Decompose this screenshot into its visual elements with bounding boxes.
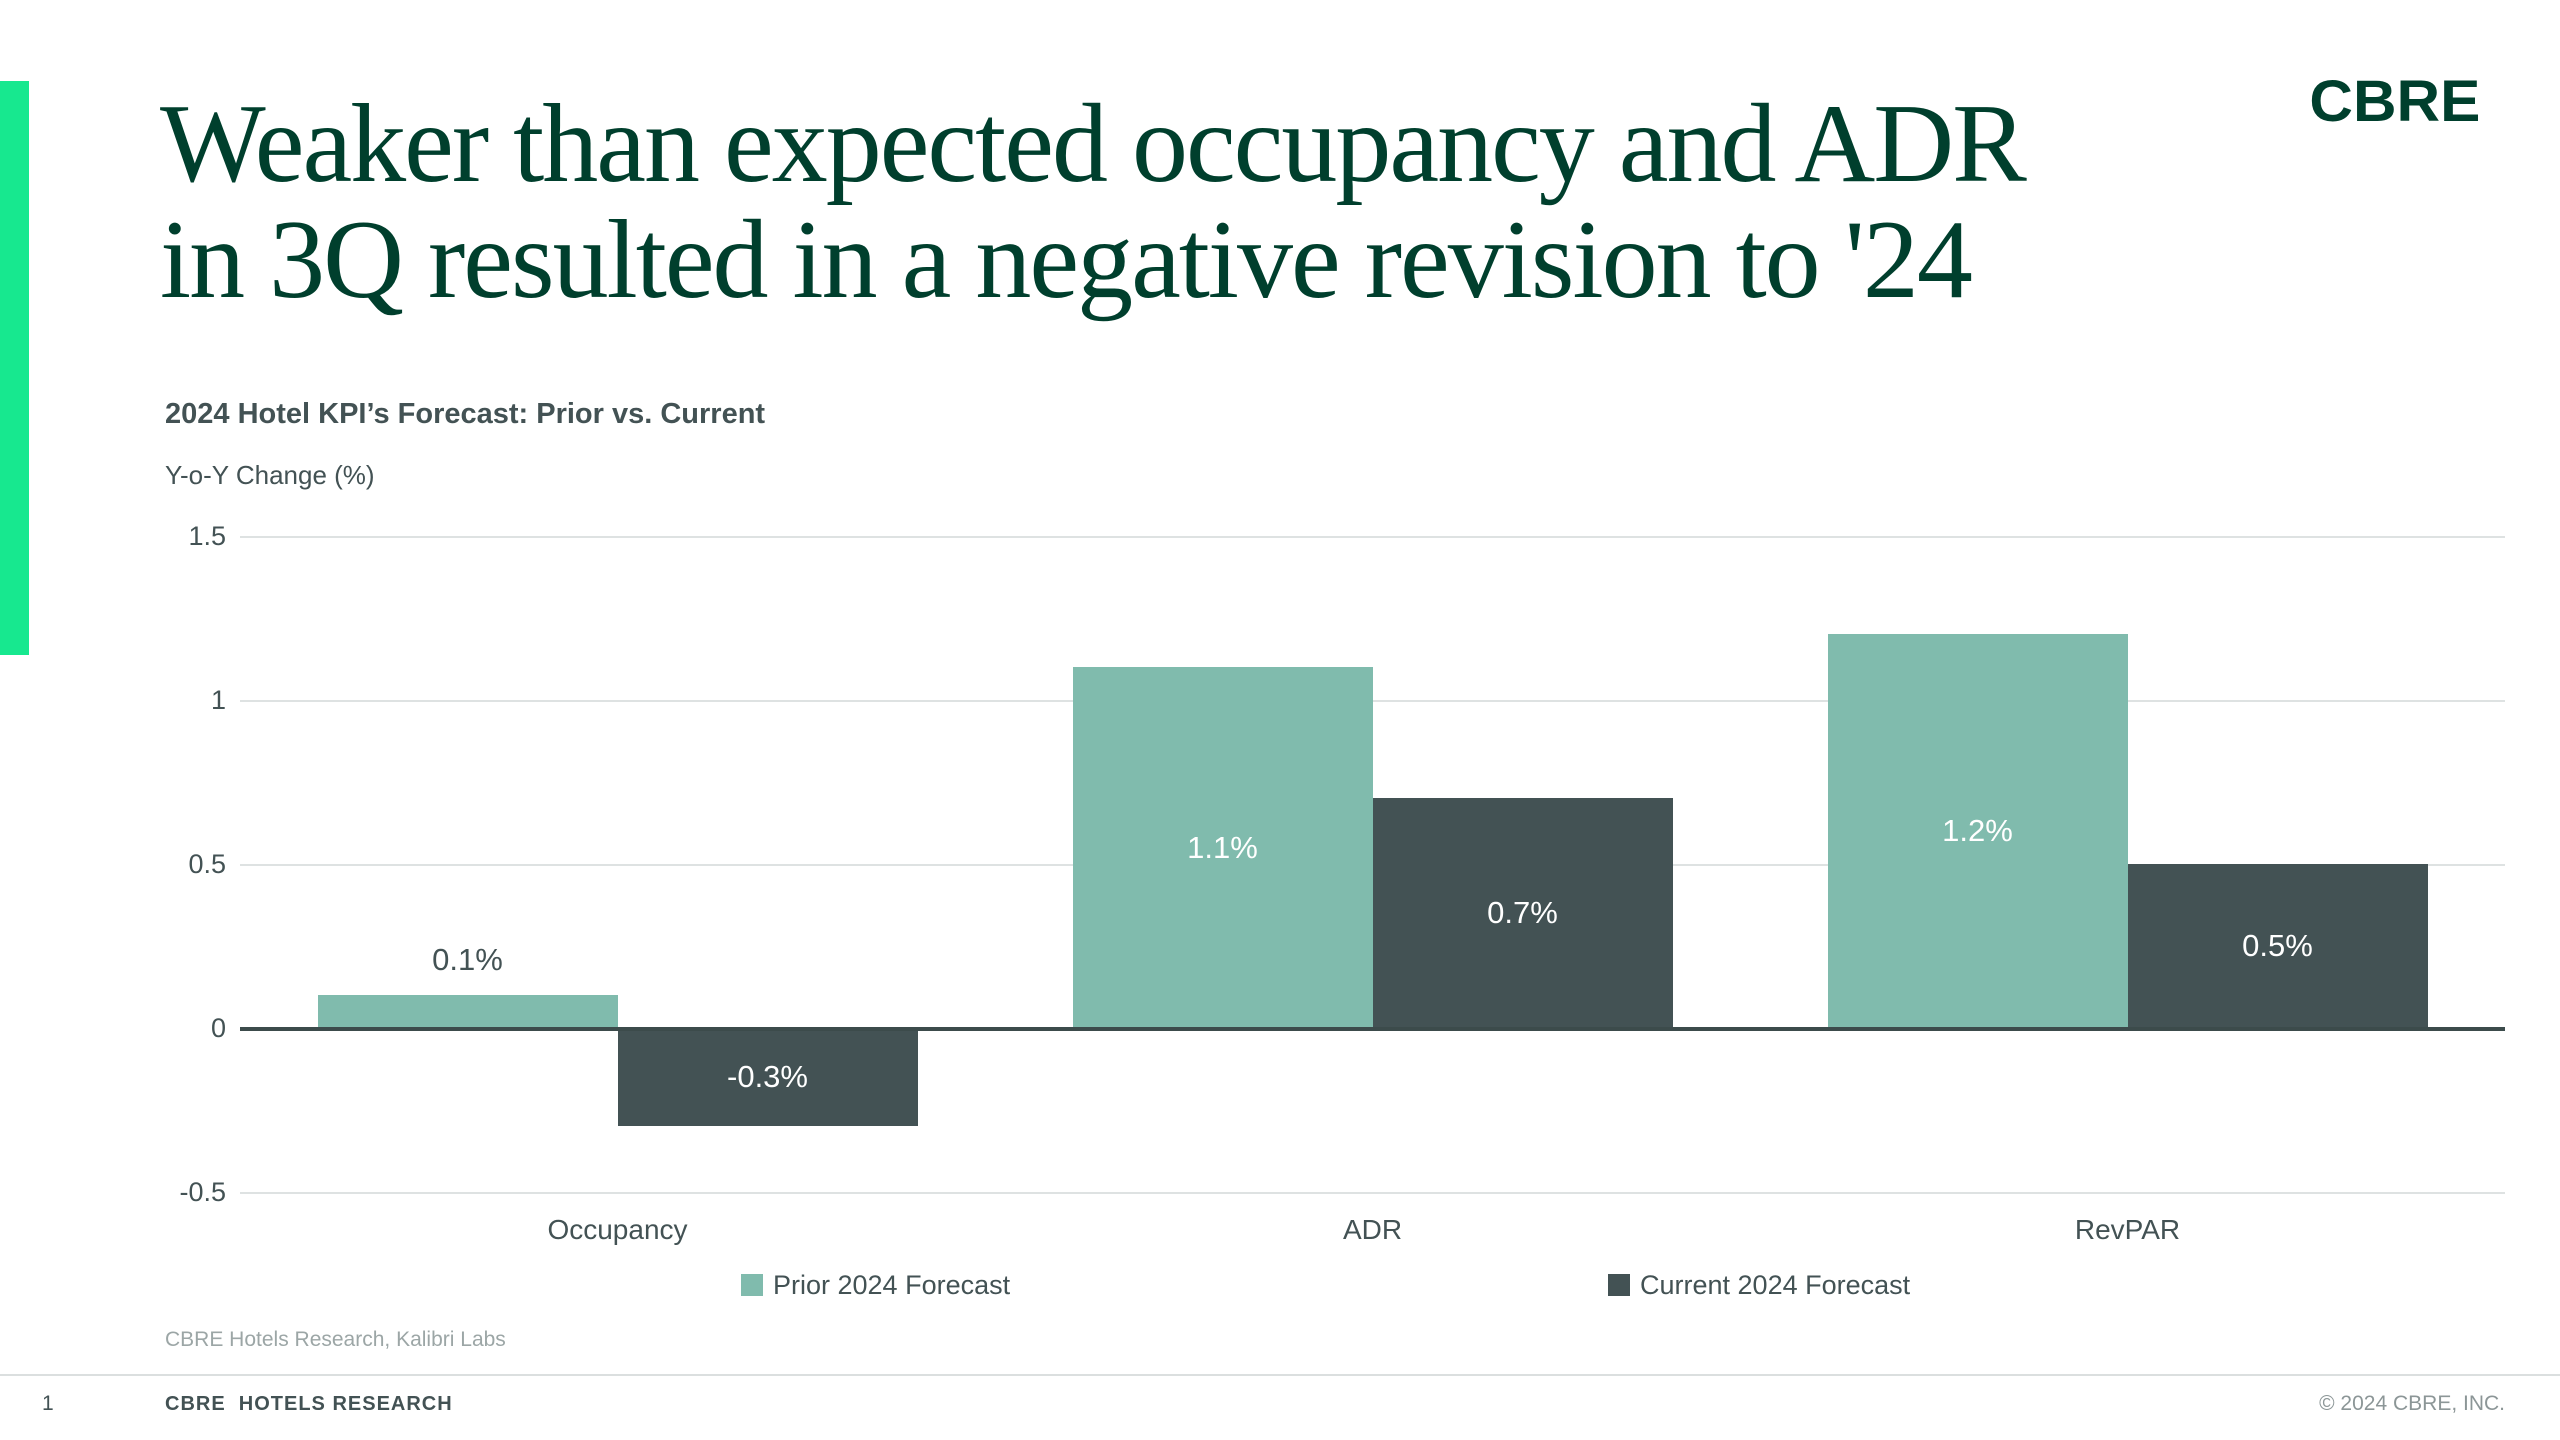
gridline [240, 1192, 2505, 1194]
legend-label: Prior 2024 Forecast [773, 1269, 1011, 1300]
y-tick-label: 0.5 [188, 849, 226, 879]
legend-label: Current 2024 Forecast [1640, 1269, 1911, 1300]
cbre-logo: CBRE [2309, 69, 2480, 134]
source-note: CBRE Hotels Research, Kalibri Labs [165, 1328, 506, 1351]
bar-current-2024-forecast-revpar [2127, 864, 2428, 1028]
y-tick-label: 0 [210, 1013, 226, 1043]
legend: Prior 2024 Forecast Current 2024 Forecast [0, 1264, 2560, 1306]
bar-current-2024-forecast-occupancy [617, 1028, 918, 1127]
bar-prior-2024-forecast-occupancy [317, 995, 618, 1028]
bar-value-label: 0.5% [2242, 928, 2313, 963]
page-number: 1 [42, 1392, 54, 1415]
bar-value-label: 0.1% [432, 942, 503, 978]
bar-prior-2024-forecast-revpar [1827, 634, 2128, 1028]
category-label-adr: ADR [1342, 1214, 1403, 1245]
y-axis: 1.5 1 0.5 0 -0.5 [0, 521, 226, 1207]
bar-value-label: 0.7% [1487, 895, 1558, 931]
legend-item-current-2024-forecast: Current 2024 Forecast [1608, 1264, 1910, 1306]
slide-title: Weaker than expected occupancy and ADR i… [160, 82, 2027, 323]
gridline [240, 700, 2505, 702]
copyright: © 2024 CBRE, INC. [2319, 1392, 2505, 1415]
category-label-occupancy: Occupancy [547, 1214, 688, 1245]
footer-brand: CBRE HOTELS RESEARCH [165, 1393, 453, 1415]
legend-swatch-icon [741, 1274, 763, 1296]
accent-bar [0, 81, 29, 655]
title-line-1: Weaker than expected occupancy and ADR [160, 82, 2027, 206]
legend-item-prior-2024-forecast: Prior 2024 Forecast [741, 1264, 1010, 1306]
title-line-2: in 3Q resulted in a negative revision to… [160, 198, 1973, 323]
y-tick-label: 1.5 [188, 521, 226, 551]
bar-value-label: 1.1% [1187, 829, 1258, 865]
y-axis-title: Y-o-Y Change (%) [165, 460, 375, 490]
bar-prior-2024-forecast-adr [1072, 667, 1373, 1028]
y-tick-label: -0.5 [179, 1177, 226, 1207]
zero-line [240, 1027, 2505, 1031]
chart-title: 2024 Hotel KPI’s Forecast: Prior vs. Cur… [165, 398, 766, 430]
plot-area: 0.1% -0.3% Occupancy 1.1% 0.7% ADR 1.2% 0.5% Rev… [240, 536, 2505, 1245]
legend-swatch-icon [1608, 1274, 1630, 1296]
bar-current-2024-forecast-adr [1372, 798, 1673, 1028]
y-tick-label: 1 [210, 685, 226, 715]
category-label-revpar: RevPAR [2074, 1214, 2181, 1245]
bar-value-label: -0.3% [727, 1059, 808, 1095]
footer-divider [0, 1374, 2560, 1376]
bar-value-label: 1.2% [1942, 813, 2013, 849]
gridline [240, 536, 2505, 538]
